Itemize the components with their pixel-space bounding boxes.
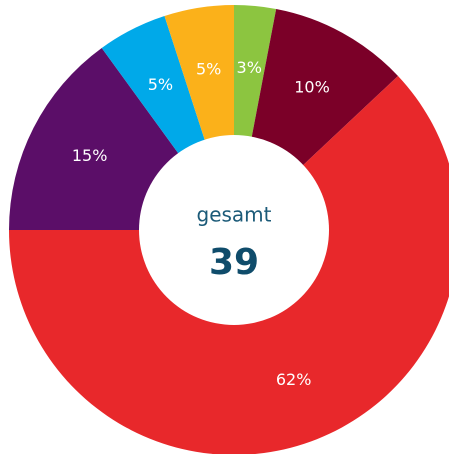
segment-label: 3% [237, 58, 262, 77]
segment-label: 10% [294, 78, 330, 97]
center-value: 39 [209, 242, 259, 283]
segment-label: 62% [276, 370, 312, 389]
center-label: gesamt [197, 203, 272, 227]
segment-label: 5% [148, 75, 173, 94]
segment-label: 5% [196, 59, 221, 78]
donut-hole [139, 135, 329, 325]
segment-label: 15% [72, 146, 108, 165]
